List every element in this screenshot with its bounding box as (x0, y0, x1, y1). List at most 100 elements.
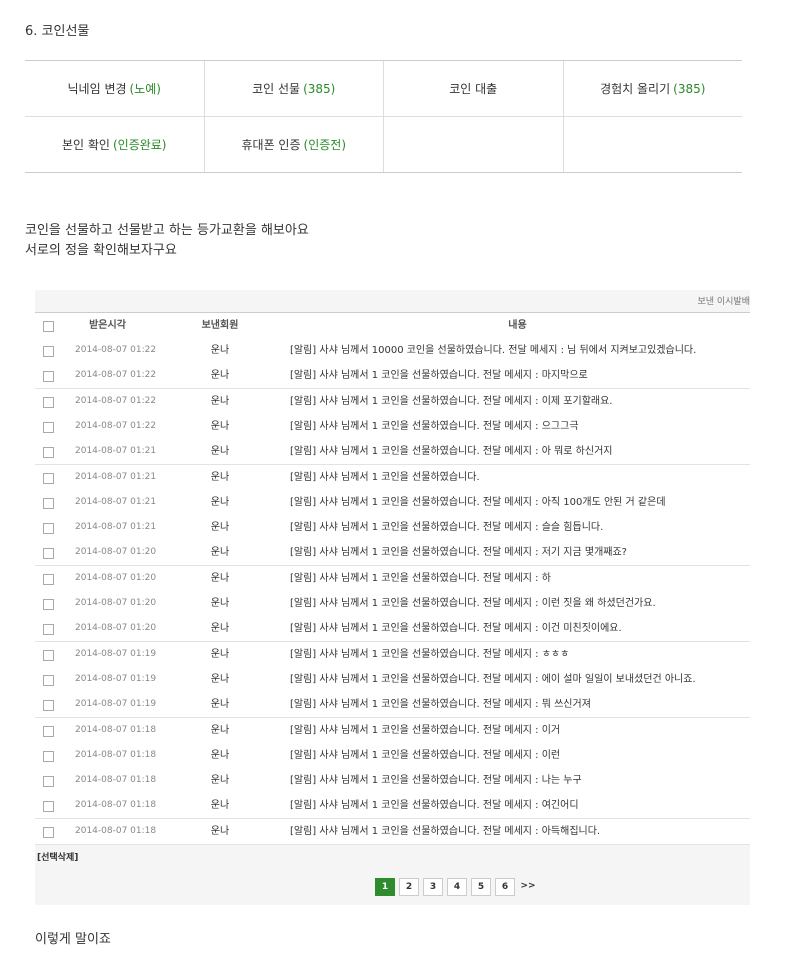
page-link[interactable]: >> (520, 881, 536, 891)
table-row: 2014-08-07 01:20 운나 [알림] 사샤 님께서 1 코인을 선물하였… (35, 591, 750, 617)
menu-label: 닉네임 변경 (67, 82, 127, 96)
menu-status: (인증완료) (112, 138, 167, 152)
sender: 운나 (210, 522, 230, 534)
column-header: 받은시각 (89, 320, 126, 331)
menu-row: 본인 확인 (인증완료) 휴대폰 인증 (인증전) (25, 116, 742, 172)
page-link[interactable]: 3 (423, 878, 443, 896)
row-checkbox[interactable] (43, 396, 54, 408)
row-checkbox[interactable] (43, 371, 54, 383)
message: [알림] 사샤 님께서 10000 코인을 선물하였습니다. 전달 메세지 : … (290, 345, 697, 356)
column-header: 보낸회원 (201, 320, 239, 331)
received-time: 2014-08-07 01:18 (75, 825, 157, 836)
page-link[interactable]: 5 (471, 878, 491, 896)
row-checkbox[interactable] (43, 573, 54, 585)
received-time: 2014-08-07 01:20 (75, 547, 157, 558)
sender: 운나 (210, 749, 230, 761)
row-checkbox[interactable] (43, 421, 54, 433)
menu-cell[interactable]: 코인 대출 (383, 61, 563, 116)
menu-status: (노예) (129, 82, 161, 96)
row-checkbox[interactable] (43, 523, 54, 535)
menu-cell[interactable]: 닉네임 변경 (노예) (25, 61, 204, 116)
menu-cell[interactable]: 코인 선물 (385) (203, 61, 384, 116)
row-checkbox[interactable] (43, 801, 54, 813)
table-row: 2014-08-07 01:20 운나 [알림] 사샤 님께서 1 코인을 선물하였… (35, 540, 750, 567)
table-row: 2014-08-07 01:22 운나 [알림] 사샤 님께서 10000 코인을 … (35, 338, 750, 364)
row-checkbox[interactable] (43, 649, 54, 661)
menu-label: 경험치 올리기 (600, 82, 671, 96)
row-checkbox[interactable] (43, 599, 54, 610)
received-time: 2014-08-07 01:22 (75, 345, 157, 355)
row-checkbox[interactable] (43, 725, 54, 737)
sender: 운나 (210, 572, 230, 584)
row-checkbox[interactable] (43, 548, 54, 560)
menu-label: 휴대폰 인증 (241, 138, 301, 152)
row-checkbox[interactable] (43, 472, 54, 484)
sender: 운나 (210, 496, 230, 508)
message: [알림] 사샤 님께서 1 코인을 선물하였습니다. 전달 메세지 : 에이 설… (290, 673, 696, 685)
received-time: 2014-08-07 01:18 (75, 800, 157, 811)
intro-line: 서로의 정을 확인해보자구요 (25, 243, 177, 258)
received-time: 2014-08-07 01:21 (75, 446, 157, 457)
row-checkbox[interactable] (43, 447, 54, 459)
table-row: 2014-08-07 01:21 운나 [알림] 사샤 님께서 1 코인을 선물하였… (35, 489, 750, 516)
row-checkbox[interactable] (43, 700, 54, 712)
table-row: 2014-08-07 01:22 운나 [알림] 사샤 님께서 1 코인을 선물하였… (35, 413, 750, 440)
message: [알림] 사샤 님께서 1 코인을 선물하였습니다. 전달 메세지 : 저기 지… (290, 547, 627, 559)
table-row: 2014-08-07 01:20 운나 [알림] 사샤 님께서 1 코인을 선물하였… (35, 565, 750, 592)
table-row: 2014-08-07 01:18 운나 [알림] 사샤 님께서 1 코인을 선물하였… (35, 717, 750, 744)
page-link[interactable]: 1 (375, 878, 395, 896)
menu-cell[interactable]: 본인 확인 (인증완료) (25, 117, 204, 172)
sender: 운나 (210, 420, 230, 432)
row-checkbox[interactable] (43, 750, 54, 762)
message: [알림] 사샤 님께서 1 코인을 선물하였습니다. 전달 메세지 : 나는 누… (290, 775, 582, 787)
message: [알림] 사샤 님께서 1 코인을 선물하였습니다. 전달 메세지 : ㅎㅎㅎ (290, 648, 570, 660)
menu-cell (383, 117, 563, 172)
message: [알림] 사샤 님께서 1 코인을 선물하였습니다. 전달 메세지 : 이런 짓… (290, 598, 656, 609)
message: [알림] 사샤 님께서 1 코인을 선물하였습니다. 전달 메세지 : 아득해집… (290, 825, 601, 837)
menu-cell[interactable]: 경험치 올리기 (385) (562, 61, 743, 116)
received-time: 2014-08-07 01:20 (75, 623, 157, 634)
table-row: 2014-08-07 01:19 운나 [알림] 사샤 님께서 1 코인을 선물하였… (35, 641, 750, 668)
menu-cell[interactable]: 휴대폰 인증 (인증전) (203, 117, 384, 172)
table-row: 2014-08-07 01:18 운나 [알림] 사샤 님께서 1 코인을 선물하였… (35, 793, 750, 820)
column-header: 내용 (508, 320, 527, 331)
row-checkbox[interactable] (43, 776, 54, 788)
page-link[interactable]: 2 (399, 878, 419, 896)
message: [알림] 사샤 님께서 1 코인을 선물하였습니다. (290, 471, 480, 483)
received-time: 2014-08-07 01:19 (75, 648, 157, 659)
menu-grid: 닉네임 변경 (노예) 코인 선물 (385) 코인 대출 경험치 올리기 (385) 본인 … (25, 60, 742, 173)
sender: 운나 (210, 345, 230, 356)
table-row: 2014-08-07 01:19 운나 [알림] 사샤 님께서 1 코인을 선물하였… (35, 692, 750, 719)
message: [알림] 사샤 님께서 1 코인을 선물하였습니다. 전달 메세지 : 아직 1… (290, 496, 666, 508)
row-checkbox[interactable] (43, 497, 54, 509)
history-link[interactable]: 보낸 이시발배 (697, 297, 750, 307)
message: [알림] 사샤 님께서 1 코인을 선물하였습니다. 전달 메세지 : 하 (290, 572, 551, 584)
received-time: 2014-08-07 01:21 (75, 522, 157, 533)
received-time: 2014-08-07 01:22 (75, 395, 157, 406)
page-link[interactable]: 6 (495, 878, 515, 896)
delete-button[interactable]: [선택삭제] (37, 853, 79, 863)
received-time: 2014-08-07 01:18 (75, 724, 157, 735)
received-time: 2014-08-07 01:20 (75, 572, 157, 583)
table-header: 받은시각 보낸회원 내용 (35, 312, 750, 339)
footer-text: 이렇게 말이죠 (35, 932, 111, 947)
received-time: 2014-08-07 01:19 (75, 673, 157, 684)
menu-row: 닉네임 변경 (노예) 코인 선물 (385) 코인 대출 경험치 올리기 (385) (25, 61, 742, 116)
message: [알림] 사샤 님께서 1 코인을 선물하였습니다. 전달 메세지 : 마지막으… (290, 370, 588, 382)
received-time: 2014-08-07 01:22 (75, 420, 157, 431)
table-row: 2014-08-07 01:22 운나 [알림] 사샤 님께서 1 코인을 선물하였… (35, 388, 750, 415)
row-checkbox[interactable] (43, 624, 54, 636)
select-all-checkbox[interactable] (43, 321, 54, 332)
row-checkbox[interactable] (43, 674, 54, 686)
menu-label: 코인 선물 (252, 82, 301, 96)
page-link[interactable]: 4 (447, 878, 467, 896)
message: [알림] 사샤 님께서 1 코인을 선물하였습니다. 전달 메세지 : 뭐 쓰신… (290, 699, 591, 711)
message: [알림] 사샤 님께서 1 코인을 선물하였습니다. 전달 메세지 : 이건 미… (290, 623, 622, 635)
message: [알림] 사샤 님께서 1 코인을 선물하였습니다. 전달 메세지 : 이거 (290, 724, 561, 736)
received-time: 2014-08-07 01:18 (75, 775, 157, 786)
menu-status: (385) (673, 81, 706, 96)
menu-cell (562, 117, 743, 172)
row-checkbox[interactable] (43, 346, 54, 357)
row-checkbox[interactable] (43, 826, 54, 838)
